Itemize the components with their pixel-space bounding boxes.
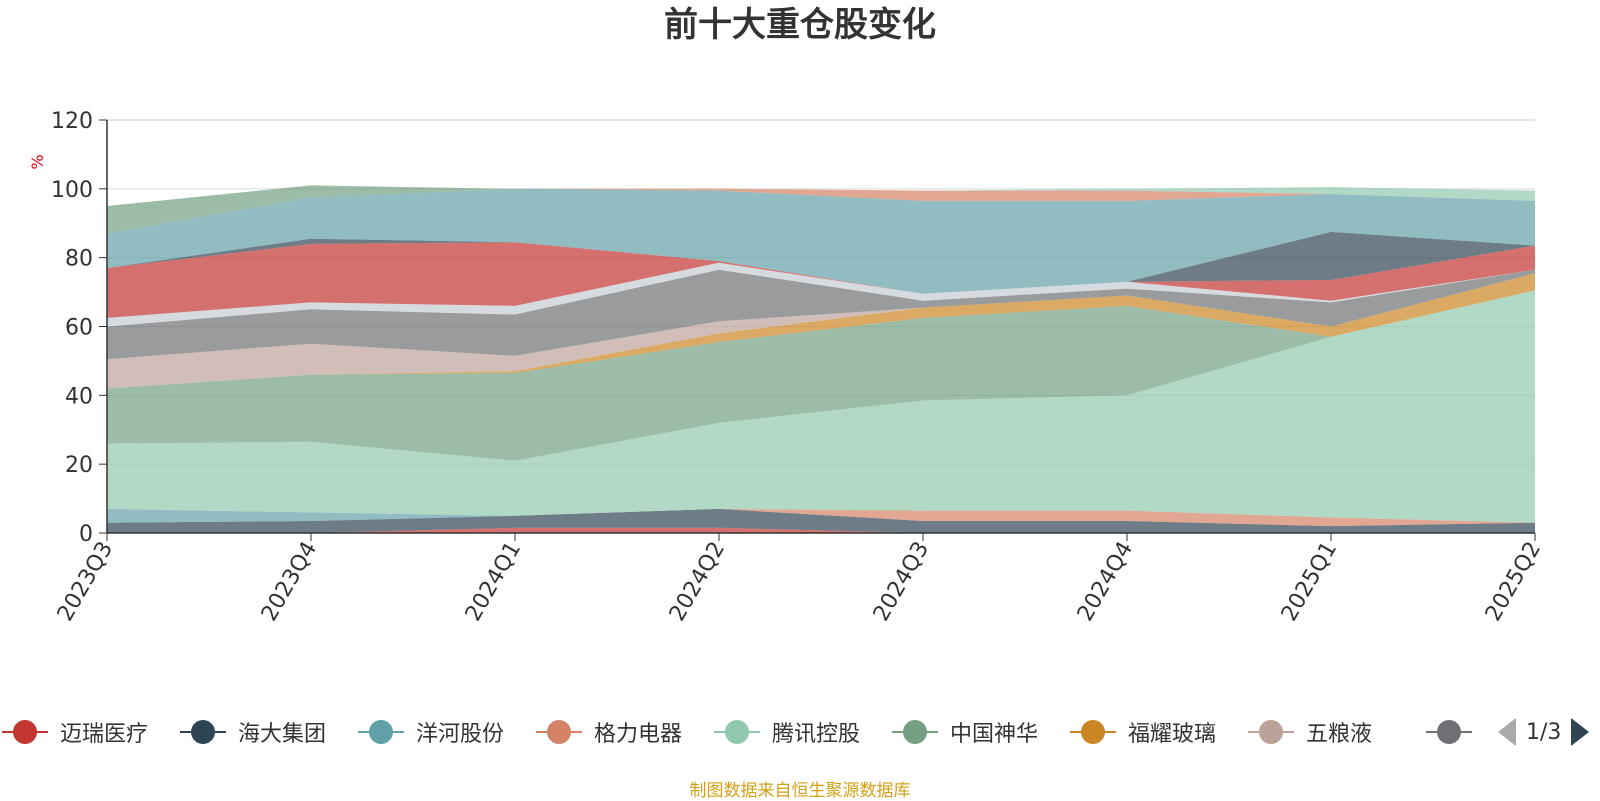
legend-next-page-icon[interactable] — [1571, 718, 1590, 746]
legend-item[interactable]: 腾讯控股 — [712, 712, 860, 752]
y-tick-label: 120 — [51, 109, 93, 134]
legend-items: 迈瑞医疗 海大集团 洋河股份 格力电器 腾讯控股 中国神华 福耀玻璃 五粮液 山西汾酒 — [0, 712, 1484, 752]
y-tick-label: 0 — [79, 522, 93, 547]
y-tick-label: 60 — [65, 316, 93, 341]
x-tick-label: 2023Q4 — [257, 538, 322, 626]
legend-item[interactable]: 中国神华 — [890, 712, 1038, 752]
legend-marker-icon — [1068, 720, 1118, 744]
area-series-14[interactable] — [107, 187, 1535, 234]
legend-marker-icon — [356, 720, 406, 744]
legend-label: 洋河股份 — [416, 722, 505, 747]
area-series-0[interactable] — [107, 527, 1535, 533]
legend-marker-icon — [712, 720, 762, 744]
area-series-10[interactable] — [107, 242, 1535, 318]
area-layer — [107, 185, 1535, 533]
legend-marker-icon — [0, 720, 50, 744]
legend-item[interactable]: 格力电器 — [534, 712, 682, 752]
legend-label: 格力电器 — [594, 722, 683, 747]
legend-marker-icon — [890, 720, 940, 744]
area-series-9[interactable] — [107, 262, 1535, 327]
legend-label: 腾讯控股 — [772, 722, 861, 747]
x-tick-label: 2024Q1 — [461, 538, 526, 626]
legend-marker-icon — [178, 720, 228, 744]
legend: 迈瑞医疗 海大集团 洋河股份 格力电器 腾讯控股 中国神华 福耀玻璃 五粮液 山西汾酒 1/3 — [0, 712, 1600, 752]
y-axis-unit: % — [28, 154, 47, 169]
source-note: 制图数据来自恒生聚源数据库 — [689, 781, 911, 801]
legend-label: 中国神华 — [950, 722, 1039, 747]
legend-label: 迈瑞医疗 — [60, 722, 149, 747]
area-series-11[interactable] — [107, 231, 1535, 294]
legend-page-indicator: 1/3 — [1526, 719, 1562, 745]
legend-marker-icon — [1246, 720, 1296, 744]
legend-item[interactable]: 五粮液 — [1246, 712, 1372, 752]
area-series-3[interactable] — [107, 508, 1535, 527]
area-series-1[interactable] — [107, 508, 1535, 533]
area-series-12[interactable] — [107, 188, 1535, 294]
x-tick-label: 2025Q1 — [1277, 538, 1342, 626]
area-series-8[interactable] — [107, 269, 1535, 360]
x-tick-label: 2024Q4 — [1073, 538, 1138, 626]
legend-prev-page-icon[interactable] — [1498, 718, 1516, 746]
legend-item[interactable]: 海大集团 — [178, 712, 326, 752]
y-tick-label: 20 — [65, 453, 93, 478]
y-tick-label: 100 — [51, 178, 93, 203]
y-tick-label: 40 — [65, 384, 93, 409]
area-series-2[interactable] — [107, 508, 1535, 527]
legend-item[interactable]: 福耀玻璃 — [1068, 712, 1216, 752]
area-series-7[interactable] — [107, 273, 1535, 389]
area-series-4[interactable] — [107, 290, 1535, 523]
legend-item[interactable]: 山西汾酒 — [1424, 712, 1484, 752]
legend-marker-icon — [534, 720, 584, 744]
chart-title: 前十大重仓股变化 — [664, 5, 936, 45]
legend-item[interactable]: 洋河股份 — [356, 712, 504, 752]
legend-pager: 1/3 — [1498, 712, 1590, 752]
x-tick-label: 2024Q2 — [665, 538, 730, 626]
area-series-5[interactable] — [107, 290, 1535, 461]
legend-item[interactable]: 迈瑞医疗 — [0, 712, 148, 752]
x-tick-label: 2024Q3 — [869, 538, 934, 626]
x-tick-label: 2025Q2 — [1481, 538, 1546, 626]
chart-plot: 0 20 40 60 80 100 120 2023Q3 2023Q4 2024Q1 2024Q2 2… — [28, 109, 1546, 626]
y-tick-label: 80 — [65, 247, 93, 272]
legend-label: 福耀玻璃 — [1128, 722, 1217, 747]
x-tick-label: 2023Q3 — [53, 538, 118, 626]
legend-label: 五粮液 — [1306, 722, 1373, 747]
legend-label: 海大集团 — [238, 722, 327, 747]
legend-marker-icon — [1424, 720, 1474, 744]
